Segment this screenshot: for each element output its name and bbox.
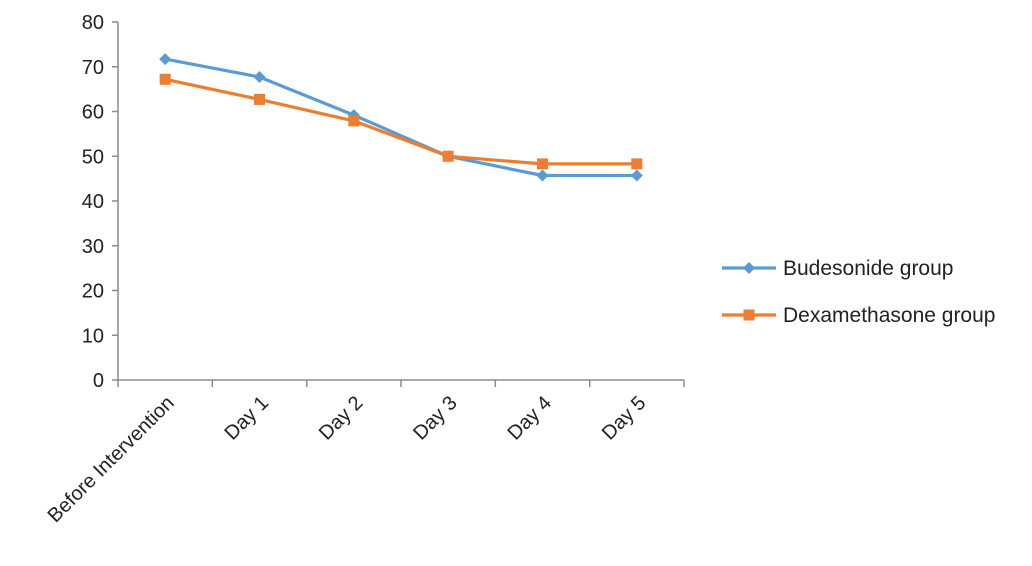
data-point-1 — [442, 150, 454, 162]
series-line-1 — [164, 77, 637, 166]
legend-marker-dexamethasone — [743, 309, 755, 321]
y-tick-label: 80 — [82, 12, 104, 34]
legend-label-budesonide: Budesonide group — [783, 257, 953, 280]
x-axis: Before Intervention Day 1 Day 2 Day 3 Day 4 D… — [44, 379, 685, 527]
y-tick-label: 0 — [93, 370, 104, 392]
legend-entry-dexamethasone: Dexamethasone group — [722, 304, 995, 327]
y-tick-label: 60 — [82, 102, 104, 124]
data-point-0 — [253, 71, 266, 84]
data-point-0 — [630, 169, 643, 182]
legend: Budesonide group Dexamethasone group — [722, 257, 995, 327]
data-point-0 — [159, 53, 172, 66]
y-tick-label: 30 — [82, 236, 104, 258]
data-point-0 — [536, 169, 549, 182]
series-line-0 — [164, 57, 637, 178]
data-point-1 — [254, 93, 265, 105]
x-tick-label: Day 2 — [315, 392, 368, 445]
y-tick-label: 20 — [82, 281, 104, 303]
y-tick-label: 40 — [82, 191, 104, 213]
y-tick-label: 50 — [82, 146, 104, 168]
data-point-1 — [348, 115, 360, 127]
y-axis: 0 10 20 30 40 50 60 70 80 — [82, 12, 119, 392]
x-tick-label: Day 4 — [504, 392, 557, 445]
legend-entry-budesonide: Budesonide group — [722, 257, 953, 280]
data-point-1 — [159, 73, 171, 85]
data-point-1 — [537, 158, 548, 170]
plot-area — [159, 53, 643, 182]
legend-marker-budesonide — [743, 262, 755, 274]
x-tick-label: Before Intervention — [44, 392, 179, 527]
x-tick-label: Day 1 — [221, 392, 274, 445]
legend-label-dexamethasone: Dexamethasone group — [783, 304, 995, 327]
data-point-1 — [631, 158, 643, 170]
x-tick-label: Day 5 — [598, 392, 651, 445]
x-tick-label: Day 3 — [409, 392, 462, 445]
y-tick-label: 10 — [82, 325, 104, 347]
y-tick-label: 70 — [82, 57, 104, 79]
